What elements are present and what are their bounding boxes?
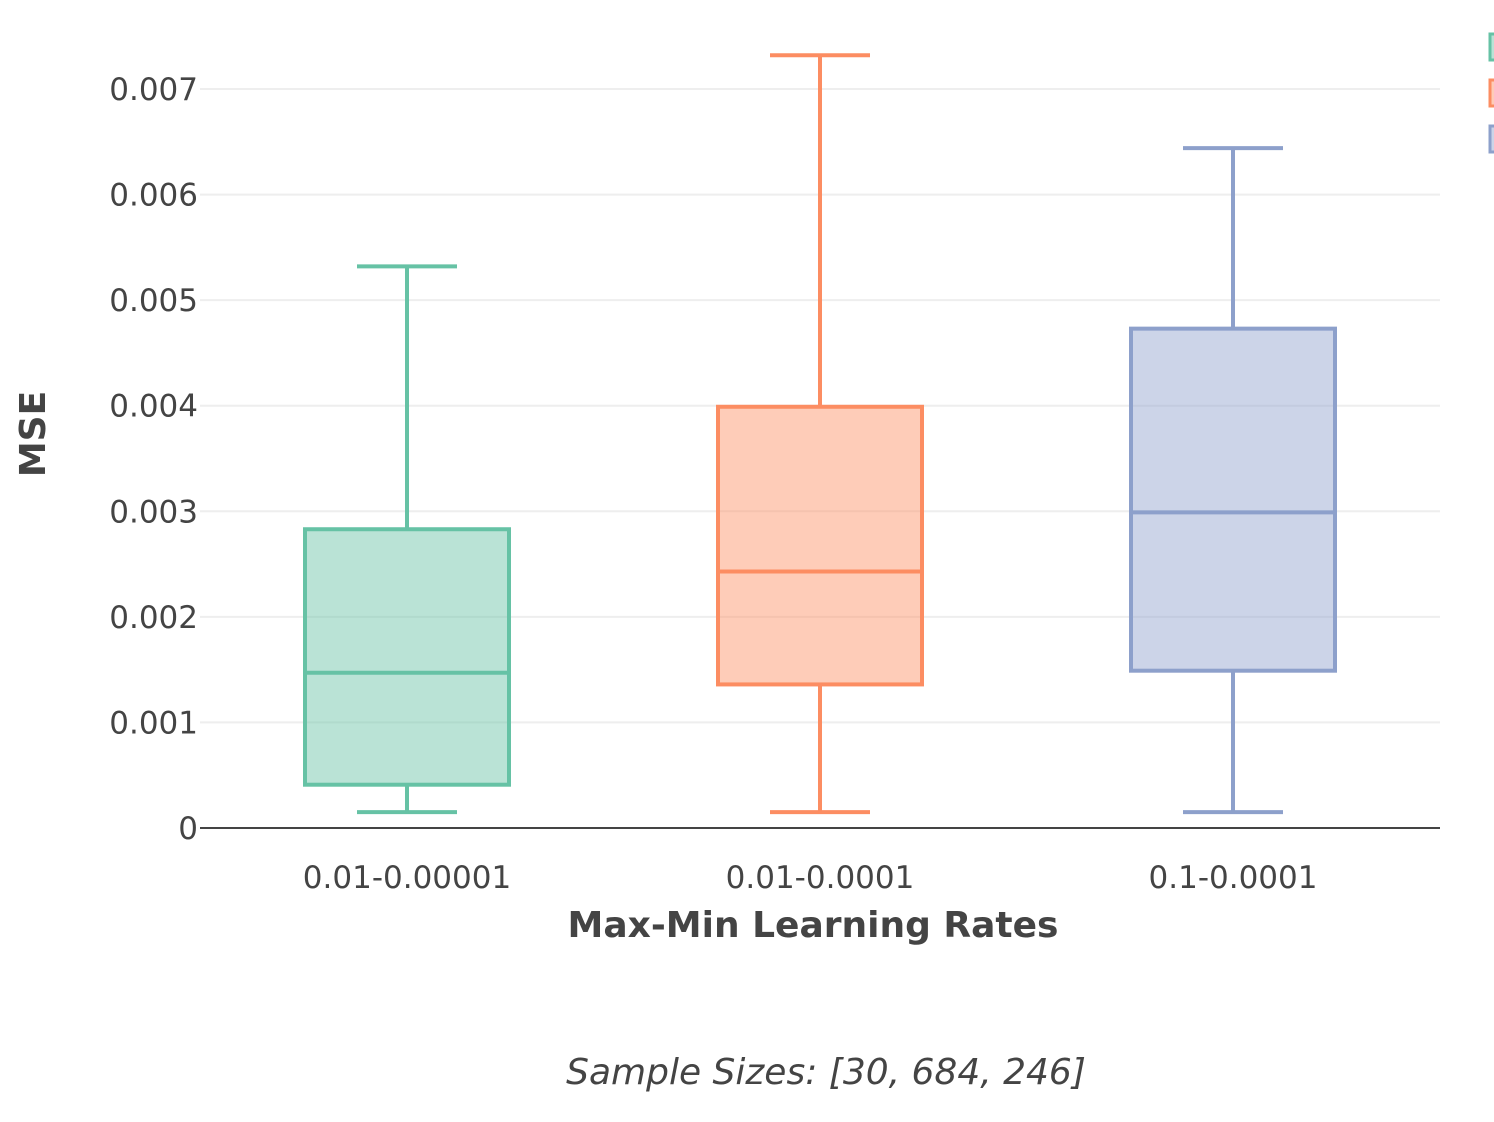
y-tick-label: 0.006: [109, 178, 198, 214]
y-axis-ticks: 0 0.001 0.002 0.003 0.004 0.005 0.006 0.007: [109, 72, 198, 847]
box-2[interactable]: [716, 53, 924, 815]
legend-swatch[interactable]: [1488, 32, 1494, 62]
y-tick-label: 0.002: [109, 600, 198, 636]
box-iqr: [716, 404, 924, 687]
y-axis-title: MSE: [13, 391, 54, 477]
y-tick-label: 0.003: [109, 494, 198, 530]
box-1[interactable]: [303, 264, 511, 815]
y-tick-label: 0.001: [109, 705, 198, 741]
sample-sizes-annotation: Sample Sizes: [30, 684, 246]: [566, 1052, 1086, 1093]
legend[interactable]: [1488, 32, 1494, 154]
y-tick-label: 0.007: [109, 72, 198, 108]
y-tick-label: 0.005: [109, 283, 198, 319]
x-axis-ticks: 0.01-0.00001 0.01-0.0001 0.1-0.0001: [303, 860, 1318, 896]
y-tick-label: 0: [178, 811, 198, 847]
legend-swatch[interactable]: [1488, 78, 1494, 108]
x-axis-title: Max-Min Learning Rates: [568, 905, 1059, 946]
x-tick-label: 0.01-0.00001: [303, 860, 511, 896]
y-tick-label: 0.004: [109, 389, 198, 425]
box-iqr: [303, 527, 511, 787]
x-tick-label: 0.01-0.0001: [726, 860, 915, 896]
box-3[interactable]: [1129, 146, 1337, 815]
boxes: [303, 53, 1337, 815]
box-iqr: [1129, 326, 1337, 673]
x-tick-label: 0.1-0.0001: [1149, 860, 1318, 896]
legend-swatch[interactable]: [1488, 124, 1494, 154]
